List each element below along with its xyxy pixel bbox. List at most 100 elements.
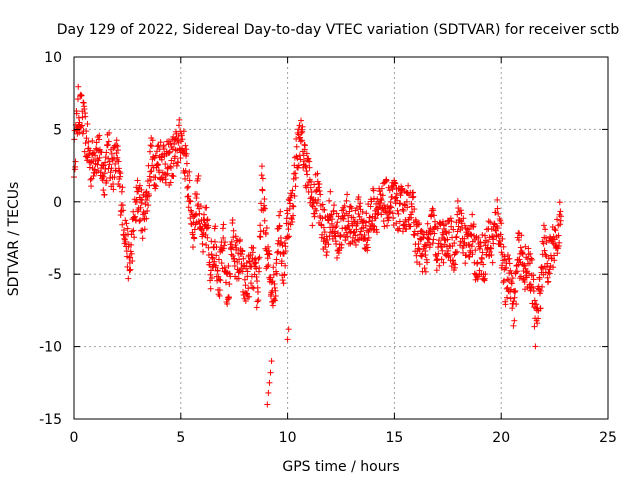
data-point [344, 191, 351, 198]
data-point [221, 264, 228, 271]
data-point [204, 234, 211, 241]
data-point [79, 130, 86, 137]
data-point [431, 212, 438, 219]
data-point [284, 336, 291, 343]
data-point [102, 166, 109, 173]
data-point [132, 213, 139, 220]
data-point [118, 188, 125, 195]
data-point [489, 259, 496, 266]
data-point [115, 165, 122, 172]
data-point [72, 163, 79, 170]
data-point [220, 221, 227, 228]
data-point [374, 229, 381, 236]
data-point [197, 203, 204, 210]
data-point [268, 358, 275, 365]
data-point [420, 234, 427, 241]
data-point [529, 283, 536, 290]
data-point [208, 238, 215, 245]
data-point [490, 240, 497, 247]
data-point [241, 276, 248, 283]
data-point [513, 301, 520, 308]
data-point [487, 219, 494, 226]
data-point [421, 265, 428, 272]
data-point [244, 268, 251, 275]
data-point [309, 222, 316, 229]
data-point [278, 258, 285, 265]
data-point [239, 248, 246, 255]
data-point [267, 369, 274, 376]
data-point [389, 186, 396, 193]
data-point [479, 249, 486, 256]
data-point [470, 221, 477, 228]
data-point [128, 241, 135, 248]
data-point [272, 287, 279, 294]
data-point [427, 225, 434, 232]
data-point [81, 148, 88, 155]
data-point [301, 158, 308, 165]
data-point [136, 182, 143, 189]
data-point [265, 262, 272, 269]
data-point [226, 294, 233, 301]
data-point [122, 238, 129, 245]
data-point [152, 152, 159, 159]
data-point [537, 305, 544, 312]
data-point [124, 263, 131, 270]
data-point [407, 223, 414, 230]
data-point [184, 184, 191, 191]
data-point [222, 279, 229, 286]
data-point [494, 196, 501, 203]
data-point [395, 210, 402, 217]
data-point [258, 163, 265, 170]
data-point [503, 294, 510, 301]
data-point [521, 262, 528, 269]
data-point [187, 215, 194, 222]
data-point [551, 226, 558, 233]
data-point [256, 254, 263, 261]
data-point [175, 159, 182, 166]
data-point [466, 253, 473, 260]
data-point [122, 217, 129, 224]
data-point [167, 163, 174, 170]
data-point [232, 233, 239, 240]
data-point [332, 224, 339, 231]
data-point [518, 232, 525, 239]
data-point [305, 155, 312, 162]
data-point [229, 217, 236, 224]
data-point [322, 244, 329, 251]
data-point [334, 254, 341, 261]
data-point [333, 223, 340, 230]
data-point [78, 92, 85, 99]
data-point [477, 243, 484, 250]
data-point [302, 163, 309, 170]
data-point [100, 173, 107, 180]
data-point [229, 252, 236, 259]
data-point [556, 239, 563, 246]
data-point [182, 175, 189, 182]
data-point [285, 226, 292, 233]
data-point [296, 122, 303, 129]
data-point [208, 275, 215, 282]
data-point [319, 201, 326, 208]
data-point [306, 158, 313, 165]
data-point [303, 168, 310, 175]
data-point [84, 154, 91, 161]
data-point [452, 249, 459, 256]
data-point [77, 91, 84, 98]
data-point [453, 248, 460, 255]
data-point [175, 122, 182, 129]
data-point [554, 216, 561, 223]
data-point [137, 204, 144, 211]
data-point [297, 138, 304, 145]
data-point [276, 212, 283, 219]
data-point [78, 122, 85, 129]
data-point [388, 204, 395, 211]
data-point [485, 218, 492, 225]
data-point [509, 275, 516, 282]
y-tick-label: 10 [44, 50, 62, 66]
data-point [113, 137, 120, 144]
data-point [352, 232, 359, 239]
data-point [330, 202, 337, 209]
data-point [306, 164, 313, 171]
data-point [342, 237, 349, 244]
data-point [476, 267, 483, 274]
